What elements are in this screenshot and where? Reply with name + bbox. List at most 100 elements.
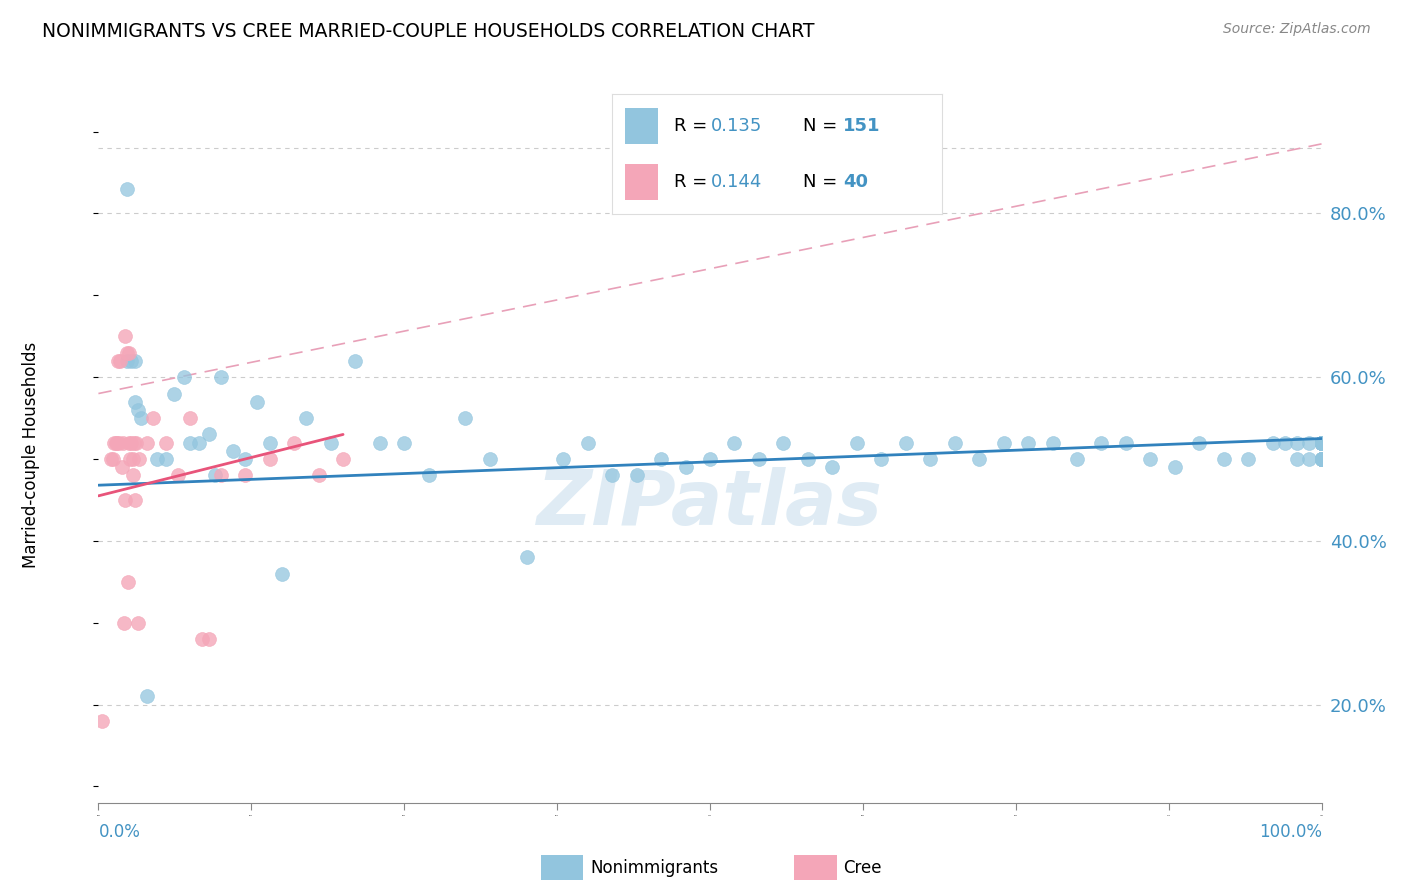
Point (1310, 452, 1333, 467)
Point (1298, 435, 1320, 450)
Point (101, 452, 124, 467)
Point (332, 452, 354, 467)
Point (1310, 435, 1333, 450)
Point (1310, 435, 1333, 450)
Point (1310, 452, 1333, 467)
Point (1310, 435, 1333, 450)
Point (107, 353, 129, 368)
Point (120, 353, 142, 368)
Point (1310, 435, 1333, 450)
Point (1310, 435, 1333, 450)
Point (1310, 435, 1333, 450)
Point (1261, 435, 1284, 450)
Point (114, 329, 136, 343)
Point (155, 452, 177, 467)
Point (1310, 435, 1333, 450)
Point (723, 435, 745, 450)
Point (1310, 452, 1333, 467)
Point (1310, 452, 1333, 467)
Text: Source: ZipAtlas.com: Source: ZipAtlas.com (1223, 22, 1371, 37)
Point (1310, 452, 1333, 467)
Point (1310, 452, 1333, 467)
Point (1042, 435, 1064, 450)
Point (246, 394, 269, 409)
Point (197, 632, 219, 646)
Point (1310, 435, 1333, 450)
Point (1310, 435, 1333, 450)
Point (187, 435, 209, 450)
Point (1310, 435, 1333, 450)
Point (115, 353, 138, 368)
Point (167, 468, 190, 483)
Point (1310, 452, 1333, 467)
Point (142, 411, 165, 425)
Point (1310, 452, 1333, 467)
Point (1298, 452, 1320, 467)
Point (1310, 452, 1333, 467)
Point (943, 435, 966, 450)
Point (127, 615, 149, 630)
Point (1090, 435, 1112, 450)
Point (1310, 452, 1333, 467)
Point (191, 632, 214, 646)
Point (1115, 435, 1137, 450)
Point (797, 452, 820, 467)
Point (368, 435, 391, 450)
Point (1310, 452, 1333, 467)
Point (1310, 452, 1333, 467)
Point (1310, 435, 1333, 450)
Point (1310, 435, 1333, 450)
Text: 151: 151 (844, 117, 880, 136)
Point (515, 550, 537, 565)
Point (103, 435, 125, 450)
Point (1310, 435, 1333, 450)
Text: 0.135: 0.135 (710, 117, 762, 136)
Point (1310, 452, 1333, 467)
Text: NONIMMIGRANTS VS CREE MARRIED-COUPLE HOUSEHOLDS CORRELATION CHART: NONIMMIGRANTS VS CREE MARRIED-COUPLE HOU… (42, 22, 814, 41)
Text: 0.144: 0.144 (710, 172, 762, 191)
Point (1310, 452, 1333, 467)
Point (1310, 435, 1333, 450)
Text: N =: N = (803, 172, 844, 191)
Text: 40: 40 (844, 172, 868, 191)
Point (283, 435, 305, 450)
Point (111, 460, 134, 475)
Point (1310, 452, 1333, 467)
Point (121, 468, 143, 483)
Point (1286, 452, 1309, 467)
Point (1164, 460, 1187, 475)
Point (1310, 452, 1333, 467)
Point (1310, 435, 1333, 450)
Point (1310, 452, 1333, 467)
Point (112, 615, 135, 630)
Point (1310, 435, 1333, 450)
Point (1310, 435, 1333, 450)
Point (222, 443, 245, 458)
Point (1310, 435, 1333, 450)
Point (233, 468, 256, 483)
Point (1310, 435, 1333, 450)
Text: Nonimmigrants: Nonimmigrants (591, 859, 718, 877)
Point (204, 468, 226, 483)
Point (1310, 435, 1333, 450)
Point (772, 435, 794, 450)
Bar (624, 108, 658, 145)
Point (1310, 452, 1333, 467)
Point (1310, 452, 1333, 467)
Point (1310, 435, 1333, 450)
Text: 100.0%: 100.0% (1258, 823, 1322, 841)
Point (117, 574, 139, 589)
Point (308, 468, 330, 483)
Point (821, 460, 844, 475)
Point (699, 452, 721, 467)
Point (993, 435, 1015, 450)
Point (120, 435, 142, 450)
Point (1310, 452, 1333, 467)
Point (1310, 435, 1333, 450)
Point (127, 403, 149, 417)
Point (1310, 435, 1333, 450)
Point (209, 370, 232, 384)
Point (111, 435, 134, 450)
Point (1188, 435, 1211, 450)
Point (1310, 452, 1333, 467)
